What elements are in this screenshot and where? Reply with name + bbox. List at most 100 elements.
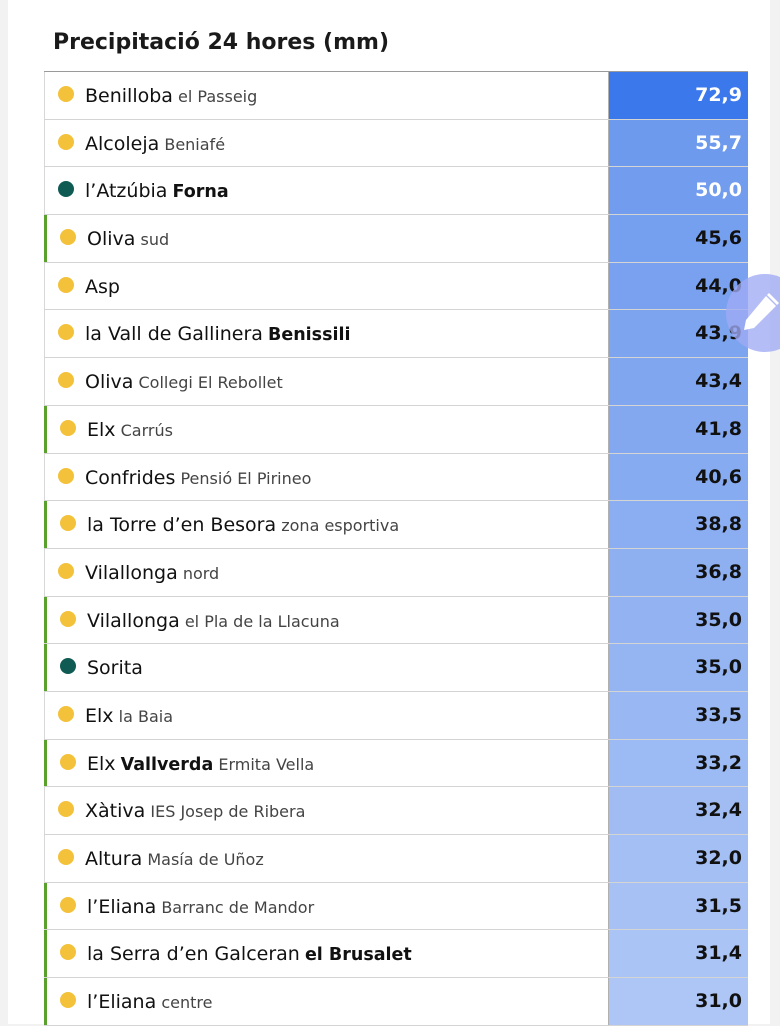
- station-dot-teal-icon: [60, 658, 76, 675]
- station-dot-yellow-icon: [60, 753, 76, 770]
- value-cell: 32,4: [608, 787, 748, 834]
- station-dot-teal-icon: [58, 181, 74, 198]
- table-row: Elx Carrús 41,8: [44, 405, 748, 454]
- station-cell: Elx Carrús: [44, 405, 608, 453]
- table-row: Elx Vallverda Ermita Vella 33,2: [44, 739, 748, 788]
- station-name: la Vall de Gallinera: [85, 323, 263, 346]
- station-name: Elx: [85, 704, 114, 727]
- value-cell: 32,0: [608, 835, 748, 882]
- value-cell: 35,0: [608, 644, 748, 691]
- station-dot-yellow-icon: [60, 229, 76, 246]
- station-cell: la Serra d’en Galceran el Brusalet: [44, 930, 608, 978]
- station-detail: Collegi El Rebollet: [138, 373, 283, 393]
- station-label: Vilallonga el Pla de la Llacuna: [87, 610, 340, 632]
- station-name: la Serra d’en Galceran: [87, 943, 300, 966]
- station-cell: Elx Vallverda Ermita Vella: [44, 739, 608, 787]
- station-label: Oliva sud: [87, 228, 169, 250]
- edit-fab[interactable]: [726, 274, 780, 352]
- station-detail: la Baia: [118, 706, 173, 726]
- station-locality: Benissili: [268, 325, 351, 346]
- value-cell: 43,4: [608, 358, 748, 405]
- station-cell: Sorita: [44, 644, 608, 691]
- value-cell: 35,0: [608, 596, 748, 644]
- station-name: la Torre d’en Besora: [87, 514, 277, 537]
- station-label: l’Atzúbia Forna: [85, 180, 229, 202]
- table-row: la Torre d’en Besora zona esportiva 38,8: [44, 501, 748, 549]
- station-cell: Vilallonga nord: [44, 548, 608, 596]
- station-detail: IES Josep de Ribera: [150, 802, 306, 822]
- precipitation-value: 45,6: [695, 227, 742, 250]
- value-cell: 45,6: [608, 215, 748, 262]
- pencil-edit-icon: [744, 293, 779, 330]
- station-cell: la Torre d’en Besora zona esportiva: [44, 501, 608, 548]
- value-cell: 55,7: [608, 119, 748, 167]
- station-label: Elx Vallverda Ermita Vella: [87, 753, 314, 775]
- table-row: Vilallonga nord 36,8: [44, 548, 748, 597]
- station-label: Elx Carrús: [87, 419, 173, 441]
- station-cell: Oliva sud: [44, 215, 608, 262]
- station-dot-yellow-icon: [60, 944, 76, 961]
- precipitation-value: 31,5: [695, 894, 742, 917]
- value-cell: 31,4: [608, 930, 748, 978]
- value-cell: 50,0: [608, 167, 748, 215]
- table-row: l’Eliana centre 31,0: [44, 978, 748, 1026]
- station-dot-yellow-icon: [60, 419, 76, 436]
- station-label: l’Eliana Barranc de Mandor: [87, 896, 314, 918]
- station-locality: Vallverda: [120, 754, 214, 775]
- station-label: Oliva Collegi El Rebollet: [85, 371, 283, 393]
- precipitation-value: 35,0: [695, 608, 742, 631]
- value-cell: 40,6: [608, 453, 748, 501]
- precipitation-table: Benilloba el Passeig 72,9 Alcoleja Beniafé…: [44, 71, 748, 1026]
- station-name: Oliva: [85, 371, 134, 394]
- station-dot-yellow-icon: [58, 562, 74, 579]
- station-label: Confrides Pensió El Pirineo: [85, 467, 311, 489]
- precipitation-value: 35,0: [695, 656, 742, 679]
- precipitation-value: 41,8: [695, 417, 742, 440]
- station-label: la Torre d’en Besora zona esportiva: [87, 514, 399, 536]
- value-cell: 41,8: [608, 405, 748, 453]
- value-cell: 33,2: [608, 739, 748, 787]
- station-label: Alcoleja Beniafé: [85, 133, 225, 155]
- station-name: Confrides: [85, 466, 176, 489]
- table-row: l’Eliana Barranc de Mandor 31,5: [44, 882, 748, 931]
- station-label: Elx la Baia: [85, 705, 173, 727]
- station-locality: Forna: [172, 182, 229, 203]
- precipitation-value: 55,7: [695, 131, 742, 154]
- station-detail-2: Ermita Vella: [218, 754, 315, 774]
- station-cell: Oliva Collegi El Rebollet: [44, 358, 608, 405]
- station-label: la Vall de Gallinera Benissili: [85, 323, 351, 345]
- station-name: Asp: [85, 275, 120, 298]
- station-label: Sorita: [87, 657, 143, 679]
- value-cell: 33,5: [608, 691, 748, 739]
- precipitation-value: 43,4: [695, 370, 742, 393]
- precipitation-value: 36,8: [695, 560, 742, 583]
- table-row: Alcoleja Beniafé 55,7: [44, 119, 748, 168]
- station-cell: Confrides Pensió El Pirineo: [44, 453, 608, 501]
- table-row: Asp 44,0: [44, 262, 748, 311]
- station-cell: Benilloba el Passeig: [44, 72, 608, 119]
- precipitation-value: 32,0: [695, 847, 742, 869]
- station-label: la Serra d’en Galceran el Brusalet: [87, 943, 412, 965]
- table-row: la Serra d’en Galceran el Brusalet 31,4: [44, 930, 748, 979]
- table-row: Xàtiva IES Josep de Ribera 32,4: [44, 787, 748, 835]
- table-row: Oliva sud 45,6: [44, 215, 748, 263]
- table-row: l’Atzúbia Forna 50,0: [44, 167, 748, 216]
- station-detail: nord: [182, 563, 220, 583]
- station-detail: el Passeig: [178, 87, 258, 106]
- station-cell: la Vall de Gallinera Benissili: [44, 310, 608, 358]
- station-cell: l’Eliana centre: [44, 978, 608, 1025]
- station-name: Alcoleja: [85, 132, 160, 155]
- station-detail: Pensió El Pirineo: [180, 468, 312, 488]
- station-dot-yellow-icon: [60, 896, 76, 913]
- table-title: Precipitació 24 hores (mm): [53, 30, 390, 55]
- precipitation-value: 72,9: [695, 84, 742, 106]
- station-cell: Elx la Baia: [44, 691, 608, 739]
- station-name: l’Eliana: [87, 895, 157, 918]
- station-dot-yellow-icon: [58, 705, 74, 722]
- precipitation-value: 44,0: [695, 274, 742, 297]
- station-detail: Beniafé: [164, 134, 226, 154]
- table-row: Vilallonga el Pla de la Llacuna 35,0: [44, 596, 748, 645]
- station-label: Benilloba el Passeig: [85, 85, 257, 107]
- station-name: Altura: [85, 848, 143, 870]
- precipitation-value: 33,5: [695, 703, 742, 726]
